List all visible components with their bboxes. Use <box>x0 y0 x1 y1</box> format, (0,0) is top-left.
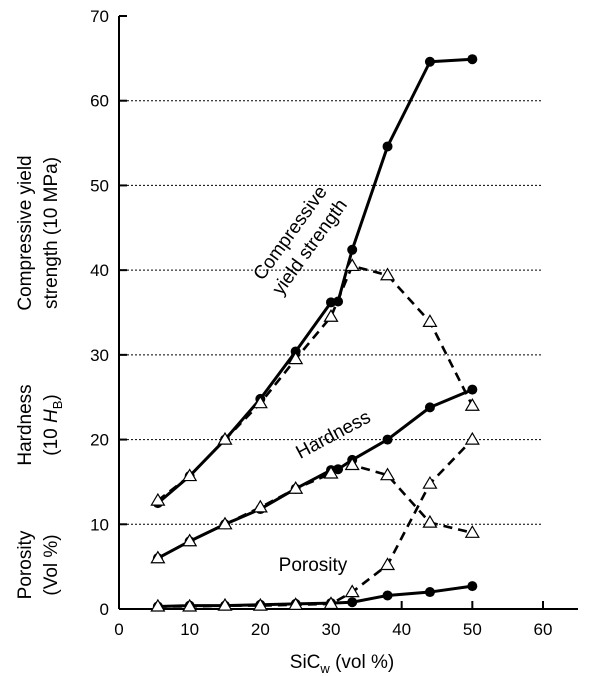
y-label-hardness: Hardness (10 HB) <box>15 384 65 465</box>
point-porosity-triangle-5 <box>323 596 339 610</box>
y-tick-label-1: 10 <box>90 515 109 534</box>
point-strength-circle-8 <box>382 141 393 152</box>
y-tick-label-3: 30 <box>90 346 109 365</box>
y-tick-label-0: 0 <box>100 600 109 619</box>
point-porosity-triangle-2 <box>217 597 233 611</box>
point-hardness-triangle-9 <box>464 525 480 538</box>
point-hardness-triangle-5 <box>323 465 339 479</box>
y-tick-label-4: 40 <box>90 261 109 280</box>
point-porosity-triangle-8 <box>422 475 438 489</box>
y-tick-label-7: 70 <box>90 7 109 26</box>
x-axis-label-sub: w <box>319 661 330 676</box>
point-strength-triangle-3 <box>252 395 268 409</box>
x-tick-label-3: 30 <box>322 620 341 639</box>
point-strength-triangle-7 <box>379 267 396 281</box>
hardness-label-sub: B <box>50 401 65 410</box>
point-strength-triangle-1 <box>182 468 198 482</box>
series-line-strength-dashed <box>157 264 474 502</box>
axes <box>118 16 578 610</box>
point-strength-triangle-5 <box>323 309 339 322</box>
point-porosity-triangle-3 <box>252 597 268 611</box>
series-line-hardness-dashed <box>157 463 473 560</box>
y-tick-label-5: 50 <box>90 176 109 195</box>
y-label-strength-line2: strength (10 MPa) <box>41 157 62 309</box>
point-porosity-triangle-6 <box>344 584 360 598</box>
x-axis-label: SiCw (vol %) <box>290 652 394 676</box>
y-tick-label-2: 20 <box>90 431 109 450</box>
point-porosity-triangle-0 <box>150 598 166 612</box>
point-porosity-triangle-4 <box>288 597 304 610</box>
hardness-label-open: (10 <box>41 423 62 456</box>
point-hardness-circle-8 <box>382 434 393 445</box>
series-lines <box>156 57 474 608</box>
point-hardness-triangle-8 <box>422 514 438 528</box>
point-hardness-circle-9 <box>424 402 435 413</box>
x-axis-label-unit: (vol %) <box>330 652 394 673</box>
point-strength-circle-10 <box>467 54 478 65</box>
point-strength-circle-9 <box>424 56 435 67</box>
x-axis-label-main: SiC <box>290 652 321 673</box>
x-tick-label-2: 20 <box>251 620 270 639</box>
y-label-strength-line1: Compressive yield <box>15 155 36 310</box>
y-label-porosity: Porosity (Vol %) <box>15 530 62 599</box>
series-markers <box>150 54 480 612</box>
hardness-label-close: ) <box>41 394 62 400</box>
point-porosity-triangle-1 <box>182 598 198 612</box>
point-hardness-circle-6 <box>333 464 344 475</box>
annotation-strength: Compressive yield strength <box>250 182 352 299</box>
point-strength-circle-6 <box>333 296 344 307</box>
point-strength-triangle-0 <box>150 492 166 506</box>
y-label-hardness-line1: Hardness <box>15 384 36 465</box>
point-strength-circle-7 <box>347 244 358 255</box>
point-hardness-triangle-4 <box>288 481 304 494</box>
x-tick-label-4: 40 <box>392 620 411 639</box>
series-line-porosity-dashed <box>157 438 474 608</box>
y-label-porosity-line1: Porosity <box>15 530 36 599</box>
point-hardness-triangle-3 <box>252 499 268 513</box>
y-label-porosity-line2: (Vol %) <box>41 534 62 595</box>
x-ticks: 0 10 20 30 40 50 60 <box>114 601 552 639</box>
point-hardness-triangle-1 <box>182 533 198 547</box>
point-porosity-circle-7 <box>382 590 393 601</box>
point-hardness-circle-10 <box>467 384 478 395</box>
point-porosity-triangle-7 <box>379 557 396 571</box>
point-porosity-circle-9 <box>467 581 478 592</box>
x-tick-label-1: 10 <box>180 620 199 639</box>
point-hardness-triangle-2 <box>217 516 233 530</box>
point-porosity-triangle-9 <box>464 431 480 445</box>
point-strength-triangle-9 <box>464 398 480 411</box>
y-label-hardness-line2: (10 HB) <box>41 394 65 455</box>
y-label-strength: Compressive yield strength (10 MPa) <box>15 155 62 310</box>
point-porosity-circle-6 <box>347 597 358 608</box>
point-hardness-triangle-7 <box>379 467 396 481</box>
x-tick-label-0: 0 <box>114 620 123 639</box>
point-strength-triangle-8 <box>422 314 438 327</box>
x-tick-label-5: 50 <box>463 620 482 639</box>
y-tick-label-6: 60 <box>90 92 109 111</box>
point-strength-triangle-4 <box>288 351 304 365</box>
point-porosity-circle-8 <box>424 587 435 598</box>
point-strength-triangle-6 <box>344 258 360 272</box>
y-ticks: 0 10 20 30 40 50 60 70 <box>90 7 127 619</box>
point-strength-triangle-2 <box>217 431 233 445</box>
hardness-label-var: H <box>41 409 62 423</box>
point-hardness-triangle-0 <box>150 550 166 564</box>
x-tick-label-6: 60 <box>534 620 553 639</box>
point-hardness-triangle-6 <box>344 457 360 471</box>
annotation-porosity: Porosity <box>279 555 348 576</box>
